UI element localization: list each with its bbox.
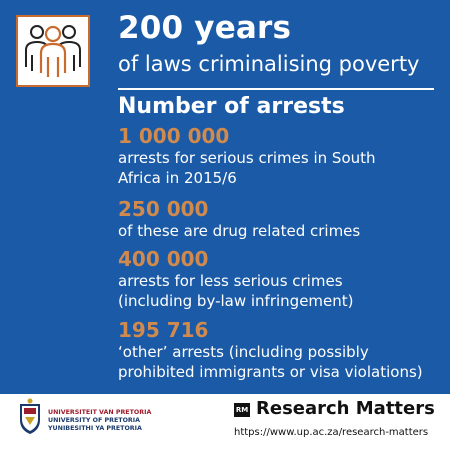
page-title: 200 years: [118, 10, 292, 46]
university-crest-icon: [20, 398, 40, 434]
brand-title: Research Matters: [256, 398, 435, 419]
rm-logo-icon: RM: [234, 403, 250, 417]
footer: UNIVERSITEIT VAN PRETORIA UNIVERSITY OF …: [0, 394, 450, 450]
divider: [118, 88, 434, 90]
university-name: UNIVERSITEIT VAN PRETORIA UNIVERSITY OF …: [48, 409, 151, 433]
stat-item: 400 000 arrests for less serious crimes …: [118, 248, 418, 311]
blue-panel: 200 years of laws criminalising poverty …: [0, 0, 450, 394]
stat-description: of these are drug related crimes: [118, 222, 361, 240]
stat-description: arrests for serious crimes in South Afri…: [118, 149, 376, 187]
stat-item: 1 000 000 arrests for serious crimes in …: [118, 125, 418, 188]
people-group-icon: [16, 15, 90, 87]
stat-description: arrests for less serious crimes (includi…: [118, 272, 354, 310]
stat-number: 1 000 000: [118, 124, 230, 148]
university-name-line: UNIVERSITEIT VAN PRETORIA: [48, 409, 152, 416]
page-subtitle: of laws criminalising poverty: [118, 52, 420, 76]
university-name-line: YUNIBESITHI YA PRETORIA: [48, 425, 142, 432]
section-title: Number of arrests: [118, 94, 345, 119]
stat-item: 195 716 ‘other’ arrests (including possi…: [118, 319, 438, 382]
stat-item: 250 000 of these are drug related crimes: [118, 198, 418, 241]
people-group-icon-graphic: [25, 25, 81, 77]
stat-number: 250 000: [118, 197, 209, 221]
stat-description: ‘other’ arrests (including possibly proh…: [118, 343, 423, 381]
university-name-line: UNIVERSITY OF PRETORIA: [48, 417, 140, 424]
stat-number: 195 716: [118, 318, 209, 342]
brand-url-link[interactable]: https://www.up.ac.za/research-matters: [234, 427, 429, 438]
stat-number: 400 000: [118, 247, 209, 271]
